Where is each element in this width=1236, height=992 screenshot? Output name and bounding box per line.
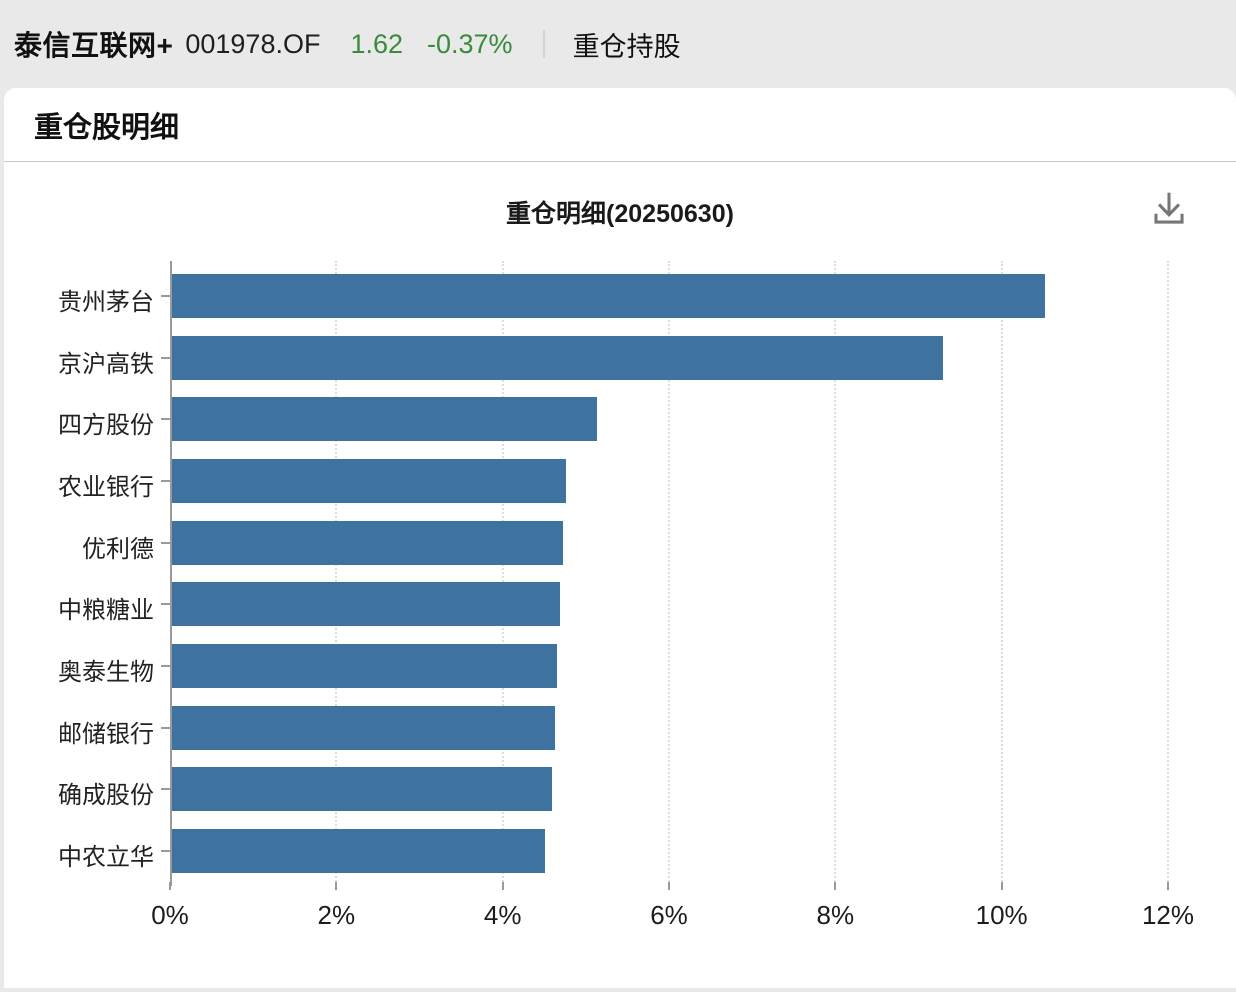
bar-label: 京沪高铁: [58, 350, 154, 378]
y-axis-tick: [161, 356, 170, 359]
bar-label: 贵州茅台: [58, 288, 154, 316]
holdings-card: 重仓股明细 重仓明细(20250630) 贵州茅台京沪高铁四方股份农业银行优利德…: [4, 88, 1236, 988]
y-axis-tick: [161, 726, 170, 729]
bar-label: 邮储银行: [58, 720, 154, 748]
fund-name: 泰信互联网+: [14, 30, 174, 61]
bar[interactable]: [172, 644, 558, 689]
x-axis-tick: [834, 882, 837, 890]
chart-title: 重仓明细(20250630): [506, 200, 734, 228]
header-divider: [542, 30, 545, 58]
bar[interactable]: [172, 705, 555, 750]
x-axis-label: 10%: [975, 900, 1028, 930]
x-axis-tick: [169, 882, 171, 890]
x-axis-label: 2%: [317, 900, 356, 930]
download-icon: [1154, 192, 1184, 224]
fund-header: 泰信互联网+ 001978.OF 1.62 -0.37% 重仓持股: [0, 0, 1236, 88]
bar-label: 中农立华: [58, 844, 154, 872]
gridline: [335, 261, 338, 882]
gridline: [1167, 261, 1169, 882]
x-axis-label: 4%: [483, 900, 522, 930]
x-axis-tick: [501, 882, 504, 890]
bar-label: 四方股份: [58, 412, 154, 440]
y-axis-line: [170, 261, 172, 886]
gridline: [668, 261, 670, 882]
y-axis-tick: [161, 418, 170, 421]
fund-code: 001978.OF: [185, 28, 321, 59]
y-axis-tick: [161, 479, 170, 482]
bar[interactable]: [172, 582, 560, 627]
bar[interactable]: [172, 767, 553, 812]
y-axis-tick: [161, 603, 170, 606]
bar[interactable]: [172, 273, 1046, 318]
gridline: [501, 261, 504, 882]
x-axis-tick: [1167, 882, 1169, 890]
x-axis-label: 6%: [650, 900, 688, 930]
bar-label: 优利德: [82, 535, 154, 563]
change-percent: -0.37%: [427, 28, 513, 59]
bar[interactable]: [172, 520, 563, 565]
chart-plot: 贵州茅台京沪高铁四方股份农业银行优利德中粮糖业奥泰生物邮储银行确成股份中农立华 0…: [4, 88, 1236, 988]
gridline: [834, 261, 837, 882]
y-axis-tick: [161, 788, 170, 791]
bar[interactable]: [172, 829, 546, 874]
bar-label: 农业银行: [58, 473, 154, 501]
card-title: 重仓股明细: [4, 88, 1236, 162]
bar[interactable]: [172, 335, 943, 380]
download-button[interactable]: [1146, 186, 1192, 232]
x-axis-label: 0%: [151, 900, 189, 930]
gridline: [1000, 261, 1003, 882]
bar-label: 确成股份: [58, 782, 154, 810]
bar-label: 奥泰生物: [58, 659, 154, 687]
bar[interactable]: [172, 458, 567, 503]
tab-heavy-holdings[interactable]: 重仓持股: [572, 31, 681, 62]
x-axis-label: 8%: [816, 900, 855, 930]
x-axis-tick: [1000, 882, 1003, 890]
bar[interactable]: [172, 397, 597, 442]
y-axis-tick: [161, 294, 170, 297]
y-axis-tick: [161, 541, 170, 544]
nav-value: 1.62: [350, 28, 404, 59]
bar-label: 中粮糖业: [58, 597, 154, 625]
y-axis-tick: [161, 665, 170, 668]
x-axis-label: 12%: [1141, 900, 1195, 930]
y-axis-tick: [161, 850, 170, 853]
x-axis-tick: [668, 882, 670, 890]
x-axis-tick: [335, 882, 338, 890]
